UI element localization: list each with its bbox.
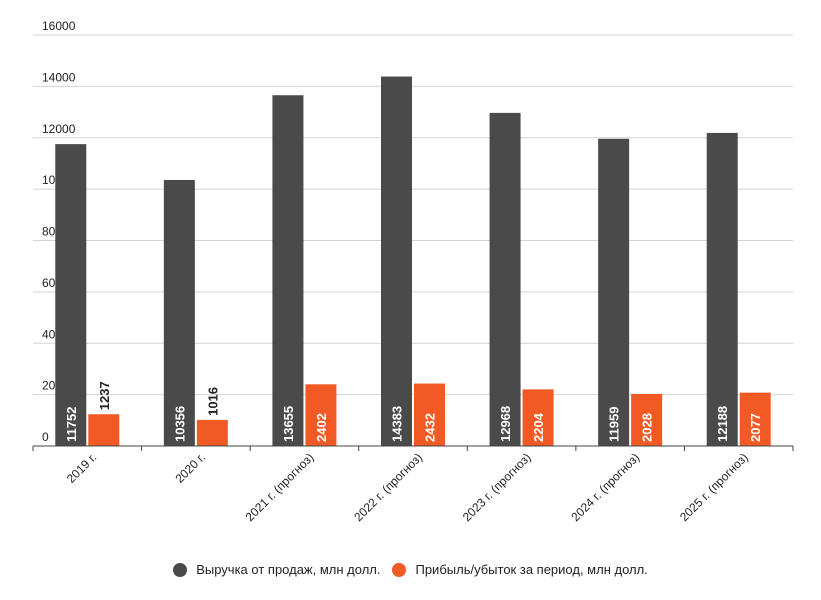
revenue-data-label: 13655 [281,406,296,442]
revenue-bar [163,179,195,446]
x-tick-label: 2021 г. (прогноз) [243,450,317,524]
profit-bar [414,383,445,446]
legend-label-profit: Прибыль/убыток за период, млн долл. [415,562,648,577]
revenue-bar [706,132,738,446]
revenue-bar [55,144,87,447]
y-tick-label: 0 [42,430,49,444]
revenue-bar [272,95,304,447]
legend: Выручка от продаж, млн долл. Прибыль/убы… [0,562,821,577]
profit-data-label: 2028 [640,413,655,442]
y-tick-label: 16000 [42,19,76,33]
profit-data-label: 2204 [531,412,546,442]
legend-item-revenue: Выручка от продаж, млн долл. [173,562,380,577]
x-tick-label: 2024 г. (прогноз) [568,450,642,524]
x-tick-label: 2022 г. (прогноз) [351,450,425,524]
revenue-bar [598,138,630,446]
profit-data-label: 2077 [748,413,763,442]
profit-bar [739,392,771,446]
profit-data-label: 2402 [314,413,329,442]
legend-swatch-profit [392,562,407,577]
legend-item-profit: Прибыль/убыток за период, млн долл. [392,562,648,577]
x-tick-label: 2025 г. (прогноз) [677,450,751,524]
revenue-bar [381,76,412,447]
profit-data-label: 2432 [423,413,438,442]
gridlines [33,34,793,396]
profit-bar [631,393,663,446]
revenue-data-label: 12188 [715,406,730,442]
y-tick-label: 12000 [42,122,76,136]
revenue-data-label: 14383 [390,406,405,442]
profit-bar [88,414,120,446]
revenue-data-label: 12968 [498,406,513,442]
revenue-bar [489,112,521,447]
profit-bar [196,419,228,446]
revenue-data-label: 11959 [607,407,622,442]
legend-swatch-revenue [173,562,188,577]
profit-bar [305,384,337,446]
x-tick-label: 2020 г. [172,450,208,486]
revenue-data-label: 11752 [64,407,79,442]
profit-data-label: 1237 [97,381,112,410]
y-tick-label: 14000 [42,70,76,84]
bar-chart: 0200040006000800010000120001400016000 11… [32,19,794,524]
x-axis: 2019 г. 2020 г. 2021 г. (прогноз) 2022 г. (… [32,445,794,524]
revenue-data-label: 10356 [172,406,187,442]
bars: 11752 1237 10356 1016 13655 2402 14383 2432 1296… [55,76,771,447]
profit-bar [522,389,554,446]
x-tick-label: 2019 г. [64,450,100,486]
legend-label-revenue: Выручка от продаж, млн долл. [196,562,381,577]
profit-data-label: 1016 [205,387,220,416]
x-tick-label: 2023 г. (прогноз) [460,450,534,524]
